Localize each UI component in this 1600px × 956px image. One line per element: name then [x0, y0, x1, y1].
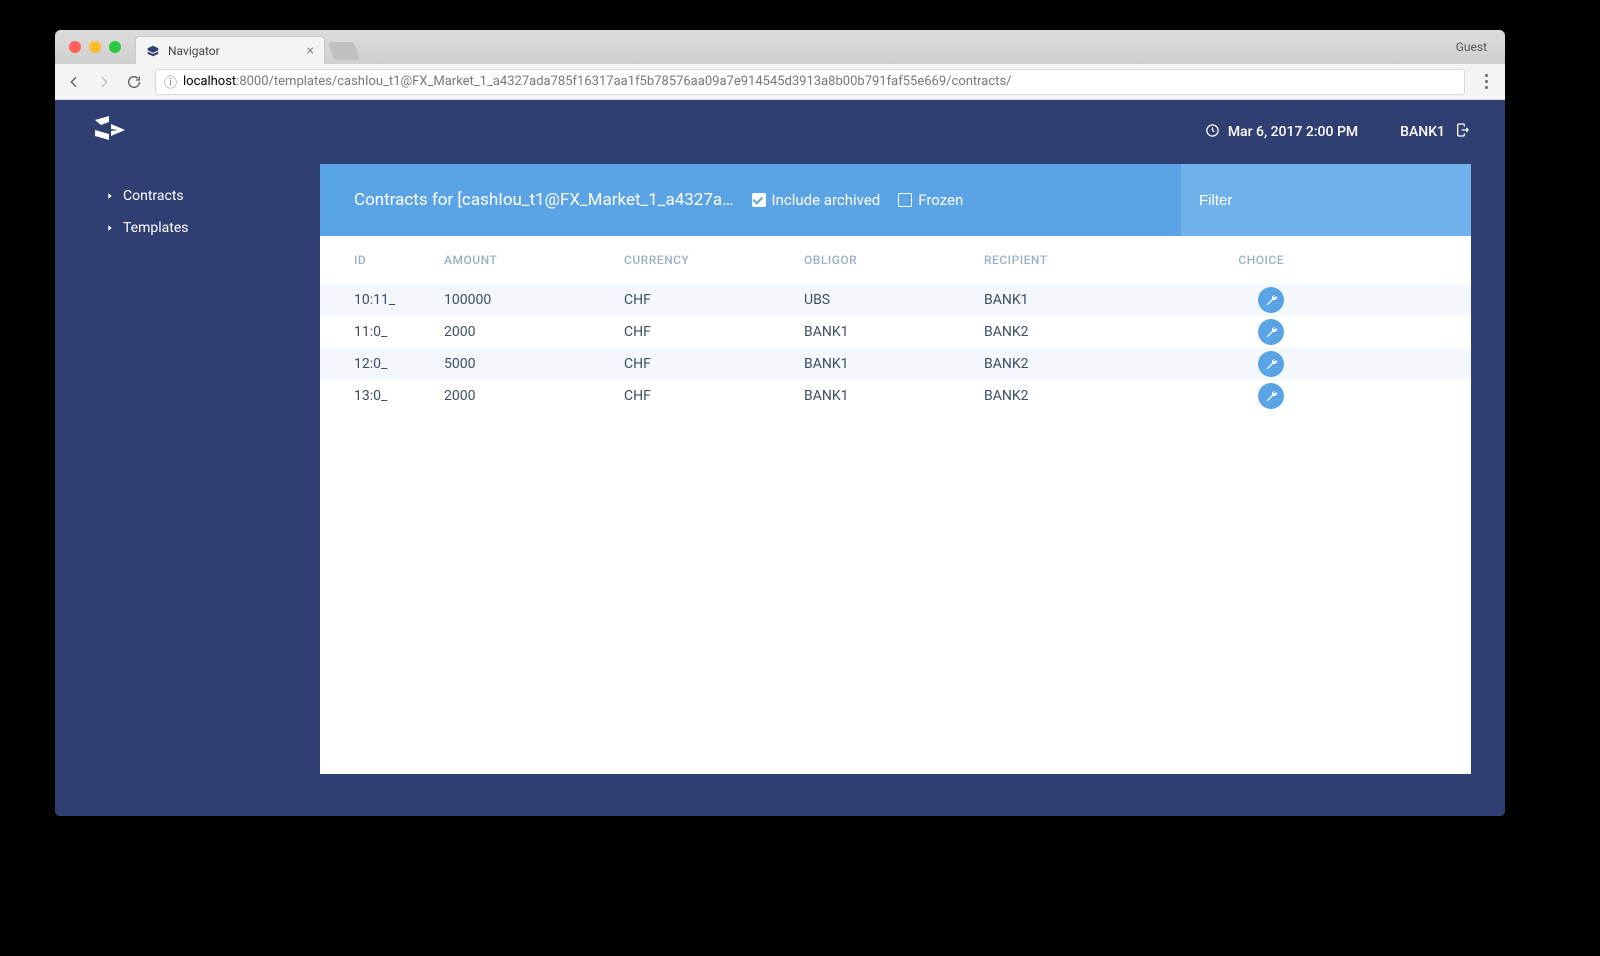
site-info-icon[interactable]: ⓘ [164, 72, 177, 91]
panel-header-left: Contracts for [cashIou_t1@FX_Market_1_a4… [320, 164, 1181, 236]
profile-label[interactable]: Guest [1456, 40, 1497, 54]
th-currency[interactable]: CURRENCY [624, 253, 804, 267]
td-recipient: BANK2 [984, 388, 1184, 404]
clock-text: Mar 6, 2017 2:00 PM [1228, 124, 1358, 140]
app-logo-icon[interactable] [89, 112, 129, 152]
tab-title: Navigator [168, 44, 299, 58]
td-obligor: BANK1 [804, 356, 984, 372]
tab-close-button[interactable]: × [307, 44, 314, 58]
th-choice[interactable]: CHOICE [1184, 253, 1284, 267]
wrench-icon [1265, 326, 1278, 339]
chrome-tab-strip: Navigator × Guest [55, 30, 1505, 64]
table-body: 10:11_100000CHFUBSBANK111:0_2000CHFBANK1… [320, 284, 1471, 412]
chrome-toolbar: ⓘ localhost:8000/templates/cashIou_t1@FX… [55, 64, 1505, 100]
sidebar-item-contracts[interactable]: Contracts [105, 180, 320, 212]
td-obligor: BANK1 [804, 324, 984, 340]
td-id: 11:0_ [354, 324, 444, 340]
contracts-table: ID AMOUNT CURRENCY OBLIGOR RECIPIENT CHO… [320, 236, 1471, 412]
user-menu[interactable]: BANK1 [1400, 122, 1471, 142]
table-row[interactable]: 10:11_100000CHFUBSBANK1 [320, 284, 1471, 316]
new-tab-button[interactable] [328, 42, 361, 60]
checkbox-label: Include archived [772, 191, 881, 209]
address-bar[interactable]: ⓘ localhost:8000/templates/cashIou_t1@FX… [155, 69, 1465, 95]
td-amount: 2000 [444, 324, 624, 340]
filter-input[interactable] [1199, 192, 1453, 209]
chevron-right-icon [105, 191, 115, 201]
panel-header: Contracts for [cashIou_t1@FX_Market_1_a4… [320, 164, 1471, 236]
td-obligor: BANK1 [804, 388, 984, 404]
td-currency: CHF [624, 388, 804, 404]
td-id: 10:11_ [354, 292, 444, 308]
checkbox-icon [898, 193, 912, 207]
frozen-checkbox[interactable]: Frozen [898, 191, 963, 209]
include-archived-checkbox[interactable]: Include archived [752, 191, 881, 209]
window-minimize-button[interactable] [89, 41, 101, 53]
sidebar-item-templates[interactable]: Templates [105, 212, 320, 244]
td-choice [1184, 287, 1284, 313]
td-amount: 5000 [444, 356, 624, 372]
th-obligor[interactable]: OBLIGOR [804, 253, 984, 267]
td-id: 12:0_ [354, 356, 444, 372]
sidebar-item-label: Contracts [123, 188, 184, 204]
clock: Mar 6, 2017 2:00 PM [1205, 123, 1358, 142]
sidebar: Contracts Templates [55, 164, 320, 816]
td-amount: 2000 [444, 388, 624, 404]
row-action-button[interactable] [1258, 351, 1284, 377]
browser-tab[interactable]: Navigator × [135, 36, 325, 64]
td-choice [1184, 351, 1284, 377]
table-row[interactable]: 13:0_2000CHFBANK1BANK2 [320, 380, 1471, 412]
wrench-icon [1265, 390, 1278, 403]
td-choice [1184, 383, 1284, 409]
td-currency: CHF [624, 356, 804, 372]
td-id: 13:0_ [354, 388, 444, 404]
table-header: ID AMOUNT CURRENCY OBLIGOR RECIPIENT CHO… [320, 236, 1471, 284]
user-label: BANK1 [1400, 124, 1445, 140]
reload-button[interactable] [125, 73, 143, 91]
app-header: Mar 6, 2017 2:00 PM BANK1 [55, 100, 1505, 164]
window-close-button[interactable] [69, 41, 81, 53]
td-currency: CHF [624, 324, 804, 340]
th-amount[interactable]: AMOUNT [444, 253, 624, 267]
td-amount: 100000 [444, 292, 624, 308]
checkbox-label: Frozen [918, 191, 963, 209]
panel-title: Contracts for [cashIou_t1@FX_Market_1_a4… [354, 190, 734, 210]
logout-icon[interactable] [1455, 122, 1471, 142]
wrench-icon [1265, 358, 1278, 371]
app-header-right: Mar 6, 2017 2:00 PM BANK1 [1205, 122, 1471, 142]
app-body: Contracts Templates Contracts for [cashI… [55, 164, 1505, 816]
browser-menu-button[interactable] [1477, 74, 1495, 89]
td-recipient: BANK2 [984, 356, 1184, 372]
row-action-button[interactable] [1258, 287, 1284, 313]
td-choice [1184, 319, 1284, 345]
td-recipient: BANK2 [984, 324, 1184, 340]
wrench-icon [1265, 294, 1278, 307]
window-controls [69, 41, 121, 53]
back-button[interactable] [65, 73, 83, 91]
browser-window: Navigator × Guest ⓘ localhost:8000/templ… [55, 30, 1505, 816]
main-panel: Contracts for [cashIou_t1@FX_Market_1_a4… [320, 164, 1471, 774]
table-row[interactable]: 11:0_2000CHFBANK1BANK2 [320, 316, 1471, 348]
filter-bar [1181, 164, 1471, 236]
row-action-button[interactable] [1258, 383, 1284, 409]
url-host: localhost:8000/templates/cashIou_t1@FX_M… [183, 74, 1012, 89]
table-row[interactable]: 12:0_5000CHFBANK1BANK2 [320, 348, 1471, 380]
app-root: Mar 6, 2017 2:00 PM BANK1 Contracts [55, 100, 1505, 816]
td-obligor: UBS [804, 292, 984, 308]
window-maximize-button[interactable] [109, 41, 121, 53]
th-recipient[interactable]: RECIPIENT [984, 253, 1184, 267]
sidebar-item-label: Templates [123, 220, 189, 236]
forward-button[interactable] [95, 73, 113, 91]
checkbox-icon [752, 193, 766, 207]
td-recipient: BANK1 [984, 292, 1184, 308]
tab-favicon-icon [146, 44, 160, 58]
td-currency: CHF [624, 292, 804, 308]
th-id[interactable]: ID [354, 253, 444, 267]
row-action-button[interactable] [1258, 319, 1284, 345]
chevron-right-icon [105, 223, 115, 233]
clock-icon [1205, 123, 1220, 142]
